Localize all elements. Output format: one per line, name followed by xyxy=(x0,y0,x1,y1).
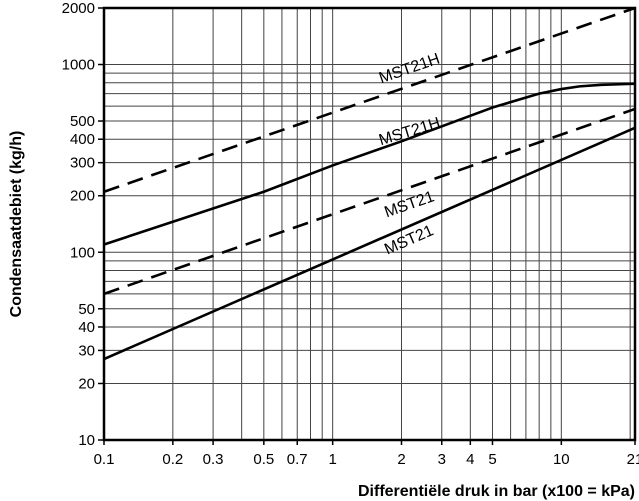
series-line-mst21h-solid xyxy=(103,82,636,246)
series-line-mst21-solid xyxy=(103,126,636,361)
x-tick-label: 2 xyxy=(397,451,405,468)
y-tick-label: 500 xyxy=(70,113,95,130)
y-tick-label: 50 xyxy=(78,301,95,318)
x-tick-label: 0.2 xyxy=(162,451,183,468)
x-axis-label: Differentiële druk in bar (x100 = kPa) xyxy=(358,483,635,500)
y-axis-label: Condensaatdebiet (kg/h) xyxy=(8,131,25,318)
x-tick-labels: 0.1 0.2 0.3 0.5 0.7 1 2 3 45 10 21 xyxy=(94,440,639,468)
x-tick-label: 4 xyxy=(466,451,474,468)
plot-area xyxy=(104,8,635,440)
series-line-mst21-dashed xyxy=(103,107,636,296)
x-tick-label: 5 xyxy=(488,451,496,468)
plot-frame xyxy=(102,6,637,442)
y-tick-label: 2000 xyxy=(62,0,95,17)
y-tick-label: 40 xyxy=(78,319,95,336)
x-tick-label: 1 xyxy=(328,451,336,468)
y-tick-label: 300 xyxy=(70,155,95,172)
x-tick-label: 0.5 xyxy=(253,451,274,468)
y-tick-label: 30 xyxy=(78,342,95,359)
x-tick-label: 21 xyxy=(627,451,639,468)
series-line-mst21h-dashed xyxy=(103,6,636,193)
y-tick-label: 400 xyxy=(70,131,95,148)
x-tick-label: 10 xyxy=(553,451,570,468)
y-tick-label: 200 xyxy=(70,188,95,205)
y-tick-label: 100 xyxy=(70,244,95,261)
y-tick-label: 20 xyxy=(78,375,95,392)
x-tick-label: 0.1 xyxy=(94,451,115,468)
grid xyxy=(103,7,635,441)
y-tick-label: 10 xyxy=(78,432,95,449)
x-tick-label: 0.3 xyxy=(203,451,224,468)
x-tick-label: 3 xyxy=(438,451,446,468)
x-tick-label: 0.7 xyxy=(287,451,308,468)
y-tick-label: 1000 xyxy=(62,57,95,74)
